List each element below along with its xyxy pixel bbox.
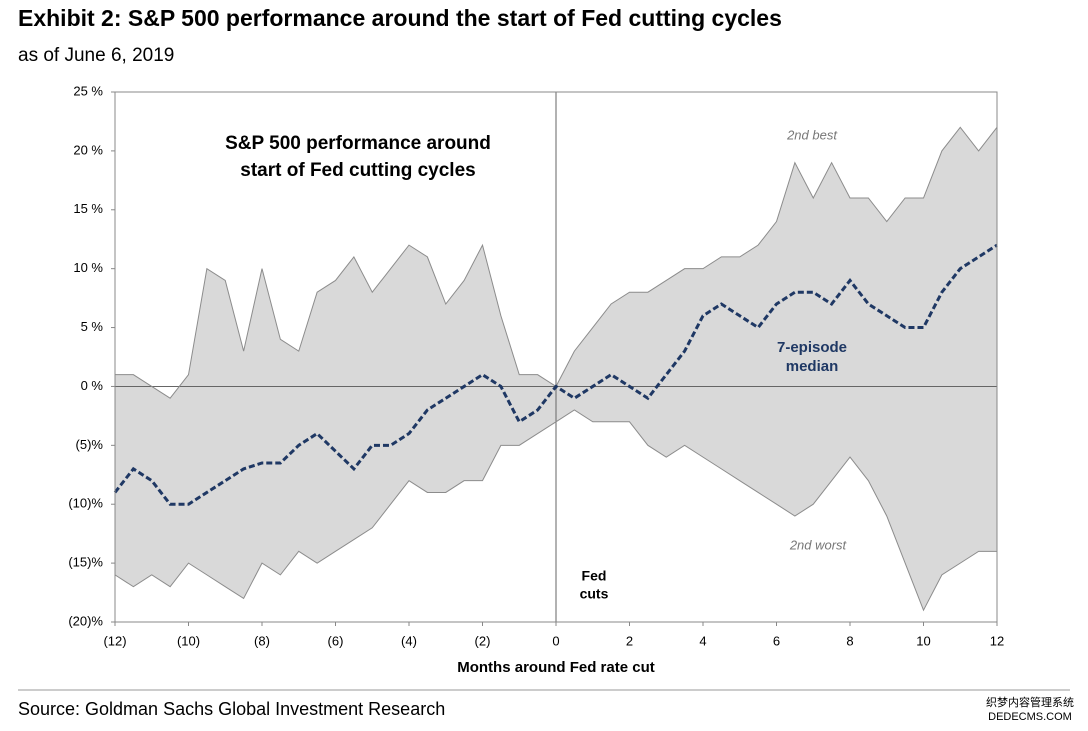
series-label: 2nd worst — [789, 537, 848, 552]
y-tick-label: 25 % — [73, 83, 103, 98]
series-label: 7-episode — [777, 339, 847, 356]
watermark: 织梦内容管理系统 — [986, 695, 1074, 709]
y-tick-label: 15 % — [73, 201, 103, 216]
x-tick-label: 6 — [773, 633, 780, 648]
event-label: Fed — [582, 568, 607, 584]
x-tick-label: (2) — [475, 633, 491, 648]
y-tick-label: (5)% — [76, 437, 104, 452]
y-tick-label: 20 % — [73, 142, 103, 157]
band — [115, 127, 997, 611]
x-tick-label: 12 — [990, 633, 1004, 648]
x-tick-label: 4 — [699, 633, 706, 648]
chart-title: Exhibit 2: S&P 500 performance around th… — [18, 5, 782, 31]
y-tick-label: (15)% — [68, 555, 103, 570]
series-label: 2nd best — [786, 127, 838, 142]
series-label: median — [786, 358, 839, 375]
x-tick-label: 10 — [916, 633, 930, 648]
y-tick-label: (20)% — [68, 613, 103, 628]
x-tick-label: (10) — [177, 633, 200, 648]
inner-title: S&P 500 performance around — [225, 133, 491, 154]
watermark: DEDECMS.COM — [988, 711, 1072, 723]
y-tick-label: (10)% — [68, 496, 103, 511]
event-label: cuts — [580, 586, 609, 602]
x-tick-label: (8) — [254, 633, 270, 648]
x-tick-label: (12) — [103, 633, 126, 648]
y-tick-label: 5 % — [81, 319, 104, 334]
band-edge — [114, 409, 997, 612]
x-tick-label: 0 — [552, 633, 559, 648]
x-tick-label: 8 — [846, 633, 853, 648]
x-tick-label: (6) — [328, 633, 344, 648]
x-tick-label: (4) — [401, 633, 417, 648]
x-tick-label: 2 — [626, 633, 633, 648]
y-tick-label: 0 % — [81, 378, 104, 393]
chart-subtitle: as of June 6, 2019 — [18, 45, 174, 66]
median-line — [113, 243, 998, 506]
inner-title: start of Fed cutting cycles — [240, 160, 475, 181]
source: Source: Goldman Sachs Global Investment … — [18, 699, 445, 719]
y-tick-label: 10 % — [73, 260, 103, 275]
x-axis-label: Months around Fed rate cut — [457, 659, 655, 676]
